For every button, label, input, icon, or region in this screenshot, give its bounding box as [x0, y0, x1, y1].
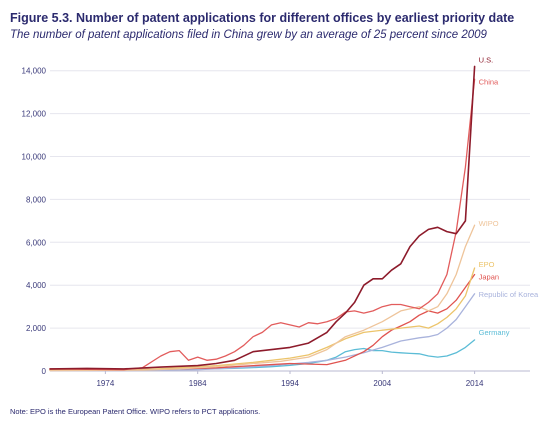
y-tick-label: 8,000 — [26, 195, 47, 204]
series-label-japan: Japan — [479, 272, 499, 281]
x-tick-label: 1974 — [96, 379, 114, 388]
x-tick-label: 2004 — [373, 379, 391, 388]
series-label-wipo: WIPO — [479, 219, 499, 228]
series-line-republic-of-korea — [49, 293, 476, 372]
y-tick-label: 10,000 — [22, 153, 47, 162]
series-label-germany: Germany — [479, 328, 510, 337]
y-tick-label: 6,000 — [26, 238, 47, 247]
series-label-epo: EPO — [479, 260, 495, 269]
x-tick-label: 1984 — [189, 379, 207, 388]
series-label-republic-of-korea: Republic of Korea — [479, 290, 539, 299]
series-label-u-s: U.S. — [479, 55, 494, 64]
chart-title: Figure 5.3. Number of patent application… — [10, 11, 515, 25]
chart-note: Note: EPO is the European Patent Office.… — [10, 407, 261, 416]
x-tick-label: 1994 — [281, 379, 299, 388]
series-line-epo — [49, 267, 476, 372]
series-line-u-s — [49, 65, 476, 370]
y-tick-label: 2,000 — [26, 324, 47, 333]
y-tick-label: 0 — [42, 367, 47, 376]
chart-subtitle: The number of patent applications filed … — [10, 29, 487, 41]
y-tick-label: 12,000 — [22, 110, 47, 119]
y-tick-label: 14,000 — [22, 67, 47, 76]
y-tick-label: 4,000 — [26, 281, 47, 290]
series-line-japan — [49, 273, 476, 371]
series-label-china: China — [479, 77, 499, 86]
series-line-china — [49, 78, 476, 371]
x-tick-label: 2014 — [466, 379, 484, 388]
series-line-wipo — [49, 224, 476, 372]
